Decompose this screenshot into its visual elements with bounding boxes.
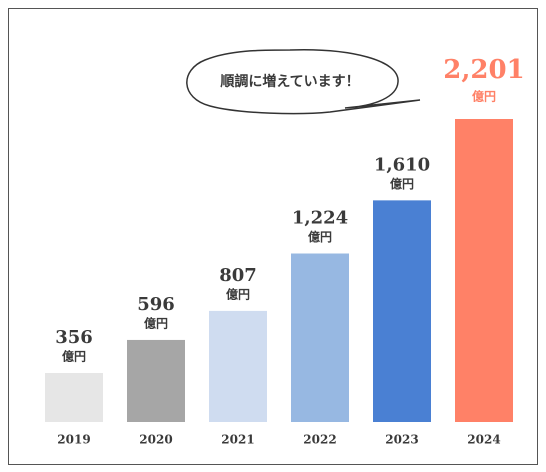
unit-label: 億円	[390, 176, 414, 191]
value-label: 807	[219, 265, 257, 286]
value-label: 1,610	[374, 154, 430, 175]
annotation: 順調に増えています！	[220, 73, 359, 90]
unit-label: 億円	[144, 315, 168, 330]
bar	[127, 339, 185, 422]
bar	[455, 119, 513, 422]
x-tick-label: 2024	[467, 433, 500, 447]
unit-label: 億円	[226, 286, 250, 301]
x-tick-label: 2022	[303, 433, 336, 447]
unit-label: 億円	[308, 229, 332, 244]
unit-label: 億円	[472, 89, 496, 104]
unit-label: 億円	[62, 348, 86, 363]
value-label: 2,201	[443, 55, 524, 85]
x-tick-label: 2023	[385, 433, 418, 447]
bar	[209, 310, 267, 422]
bar	[373, 200, 431, 422]
speech-bubble	[186, 49, 421, 115]
value-label: 596	[137, 294, 175, 315]
value-label: 1,224	[292, 207, 348, 228]
x-tick-label: 2020	[139, 433, 172, 447]
value-label: 356	[55, 327, 93, 348]
x-tick-label: 2019	[57, 433, 90, 447]
bar	[291, 253, 349, 422]
x-tick-label: 2021	[221, 433, 254, 447]
bar	[45, 372, 103, 422]
